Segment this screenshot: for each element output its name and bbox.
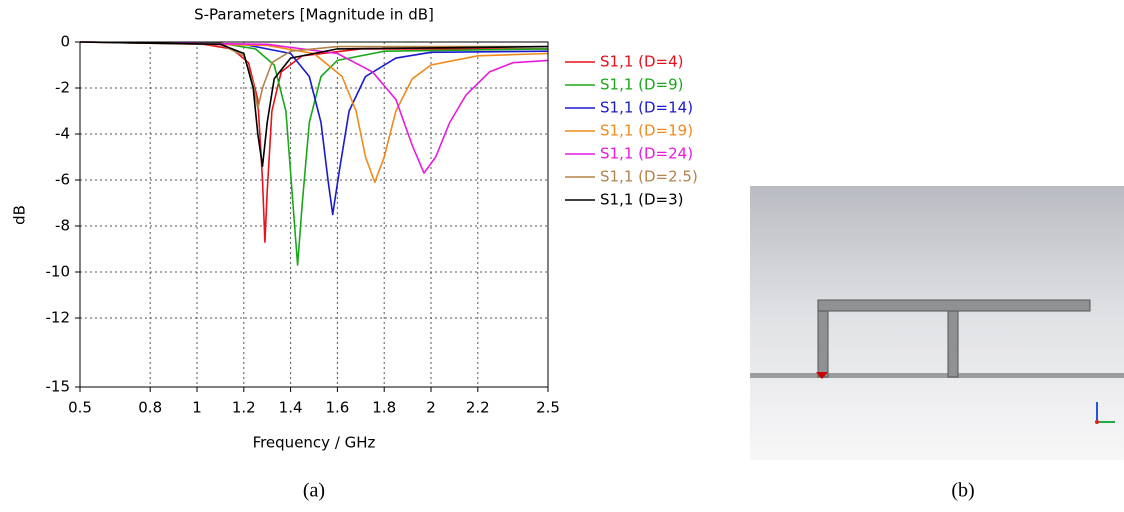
y-tick-label: -10 [46,263,71,281]
y-tick-label: -4 [55,125,70,143]
y-tick-label: -15 [46,378,71,396]
x-tick-label: 0.5 [68,399,92,417]
y-tick-label: -2 [55,79,70,97]
x-axis-label: Frequency / GHz [253,434,376,452]
ground [750,373,1124,378]
legend-label: S1,1 (D=3) [600,191,684,209]
legend-label: S1,1 (D=9) [600,76,684,94]
y-tick-label: -6 [55,171,70,189]
viewport [750,186,1124,460]
model-view [750,186,1124,460]
legend-label: S1,1 (D=19) [600,122,693,140]
legend-label: S1,1 (D=24) [600,145,693,163]
x-tick-label: 2 [426,399,436,417]
x-tick-label: 1.6 [325,399,349,417]
post [818,311,828,377]
axis-origin [1095,420,1099,424]
legend-label: S1,1 (D=2.5) [600,168,698,186]
caption: (b) [951,480,974,502]
y-tick-label: 0 [60,33,70,51]
figure: S-Parameters [Magnitude in dB] Frequency… [0,0,1124,508]
y-tick-label: -12 [46,309,71,327]
chart-title: S-Parameters [Magnitude in dB] [194,6,434,24]
x-tick-label: 2.5 [536,399,560,417]
plate [818,300,1090,311]
caption: (a) [303,480,325,502]
legend-label: S1,1 (D=14) [600,99,693,117]
x-tick-label: 1 [192,399,202,417]
y-tick-label: -8 [55,217,70,235]
x-tick-label: 2.2 [466,399,490,417]
x-tick-label: 0.8 [138,399,162,417]
x-tick-label: 1.2 [232,399,256,417]
x-tick-label: 1.4 [279,399,303,417]
legend-label: S1,1 (D=4) [600,53,684,71]
y-axis-label: dB [11,205,29,225]
x-tick-label: 1.8 [372,399,396,417]
post [948,311,958,377]
